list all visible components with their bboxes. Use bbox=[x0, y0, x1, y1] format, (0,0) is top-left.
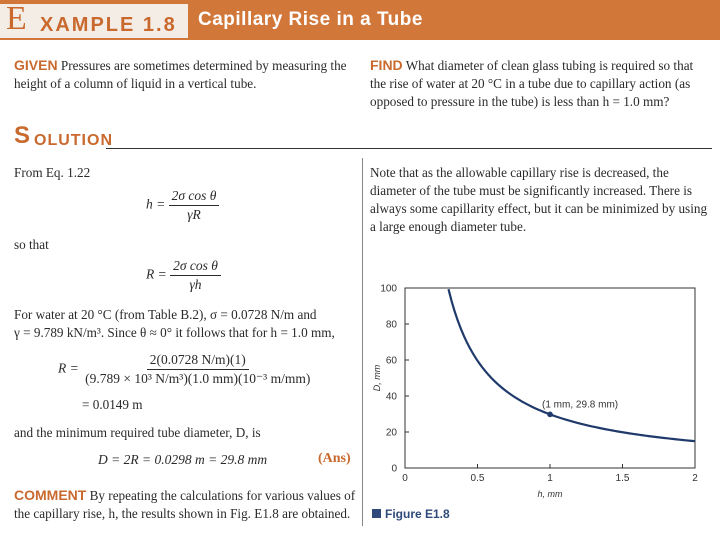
chart-y-tick-label: 60 bbox=[386, 356, 398, 367]
find-label: FIND bbox=[370, 57, 403, 73]
chart-x-tick-label: 0 bbox=[402, 473, 408, 484]
chart-y-axis-label: D, mm bbox=[372, 364, 382, 391]
comment-label: COMMENT bbox=[14, 487, 87, 503]
comment-section: COMMENT By repeating the calculations fo… bbox=[14, 486, 356, 523]
given-label: GIVEN bbox=[14, 57, 58, 73]
chart-y-axis-title: D, mm bbox=[372, 364, 382, 391]
equation-r-result: = 0.0149 m bbox=[82, 397, 143, 412]
equation-h-denominator: γR bbox=[187, 207, 201, 222]
figure-caption-marker bbox=[372, 509, 381, 518]
equation-r: R = 2σ cos θ γh bbox=[146, 258, 221, 293]
chart-x-tick-label: 0.5 bbox=[471, 473, 485, 484]
find-text: What diameter of clean glass tubing is r… bbox=[370, 58, 694, 109]
solution-first-letter: S bbox=[14, 122, 31, 149]
chart-series-line bbox=[447, 288, 696, 443]
water-properties-line-2: γ = 9.789 kN/m³. Since θ ≈ 0° it follows… bbox=[14, 325, 335, 340]
chart-plot-frame bbox=[404, 287, 696, 469]
solution-rule bbox=[106, 148, 712, 149]
equation-r-numeric-lhs: R = bbox=[58, 360, 79, 376]
chart-annotated-point bbox=[547, 411, 553, 418]
equation-r-denominator: γh bbox=[189, 277, 202, 292]
chart-y-tick-label: 0 bbox=[391, 464, 397, 475]
find-section: FIND What diameter of clean glass tubing… bbox=[370, 56, 710, 111]
equation-h-fraction: 2σ cos θ γR bbox=[168, 188, 220, 223]
equation-r-numerator: 2σ cos θ bbox=[170, 258, 221, 276]
equation-r-numeric-denominator: (9.789 × 10³ N/m³)(1.0 mm)(10⁻³ m/mm) bbox=[85, 371, 311, 386]
column-divider bbox=[362, 158, 363, 526]
equation-h-lhs: h = bbox=[146, 196, 166, 212]
chart-y-tick-label: 40 bbox=[386, 392, 398, 403]
water-properties-line-1: For water at 20 °C (from Table B.2), σ =… bbox=[14, 307, 317, 322]
equation-h: h = 2σ cos θ γR bbox=[146, 188, 220, 223]
equation-r-numeric-numerator: 2(0.0728 N/m)(1) bbox=[146, 352, 249, 370]
example-title: Capillary Rise in a Tube bbox=[198, 9, 423, 30]
example-number-label: XAMPLE 1.8 bbox=[40, 14, 177, 36]
so-that-text: so that bbox=[14, 237, 49, 252]
chart-y-tick-label: 100 bbox=[380, 284, 397, 295]
chart-x-axis-title: h, mm bbox=[537, 489, 563, 499]
equation-h-numerator: 2σ cos θ bbox=[168, 188, 220, 206]
chart-annotation-label: (1 mm, 29.8 mm) bbox=[542, 399, 618, 410]
answer-tag: (Ans) bbox=[318, 451, 351, 466]
note-paragraph: Note that as the allowable capillary ris… bbox=[370, 165, 708, 234]
figure-caption: Figure E1.8 bbox=[372, 507, 450, 521]
comment-text: By repeating the calculations for variou… bbox=[14, 488, 356, 521]
chart-x-tick-label: 1.5 bbox=[616, 473, 630, 484]
example-first-letter: E bbox=[6, 0, 27, 37]
figure-caption-text: Figure E1.8 bbox=[385, 507, 450, 521]
equation-r-lhs: R = bbox=[146, 266, 167, 282]
equation-r-fraction: 2σ cos θ γh bbox=[170, 258, 221, 293]
equation-r-numeric: R = 2(0.0728 N/m)(1) (9.789 × 10³ N/m³)(… bbox=[58, 352, 313, 387]
given-section: GIVEN Pressures are sometimes determined… bbox=[14, 56, 356, 93]
diameter-text: and the minimum required tube diameter, … bbox=[14, 425, 261, 440]
from-eq-text: From Eq. 1.22 bbox=[14, 165, 91, 180]
chart-x-tick-label: 1 bbox=[547, 473, 553, 484]
equation-d: D = 2R = 0.0298 m = 29.8 mm bbox=[98, 452, 268, 467]
solution-heading: OLUTION bbox=[34, 132, 113, 149]
given-text: Pressures are sometimes determined by me… bbox=[14, 58, 347, 91]
chart-y-tick-label: 80 bbox=[386, 320, 398, 331]
example-number-box: E XAMPLE 1.8 bbox=[0, 0, 190, 38]
chart-y-tick-label: 20 bbox=[386, 428, 398, 439]
equation-r-numeric-fraction: 2(0.0728 N/m)(1) (9.789 × 10³ N/m³)(1.0 … bbox=[82, 352, 313, 387]
chart-x-tick-label: 2 bbox=[692, 473, 698, 484]
